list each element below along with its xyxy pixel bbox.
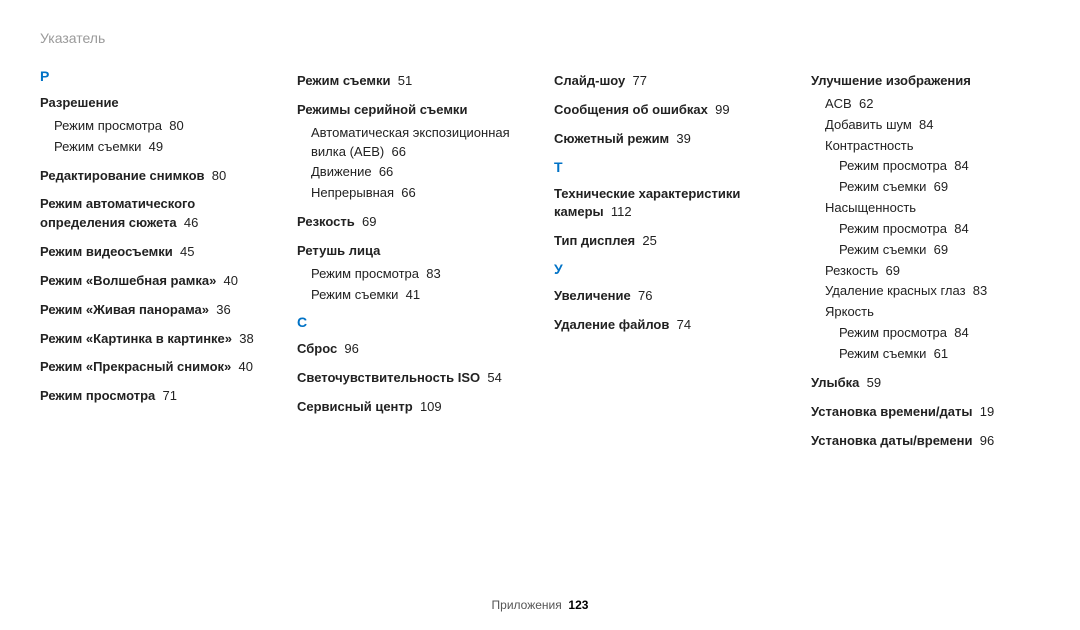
index-entry[interactable]: Режим съемки 51: [297, 72, 526, 91]
index-entry[interactable]: Сообщения об ошибках 99: [554, 101, 783, 120]
footer-label: Приложения: [492, 598, 562, 612]
index-subentry[interactable]: Контрастность: [825, 137, 1040, 156]
index-entry[interactable]: Режим просмотра 71: [40, 387, 269, 406]
index-entry[interactable]: Режим «Прекрасный снимок» 40: [40, 358, 269, 377]
index-group: Улучшение изображения ACB 62 Добавить шу…: [811, 72, 1040, 364]
index-subentry[interactable]: Режим съемки 41: [311, 286, 526, 305]
index-entry[interactable]: Редактирование снимков 80: [40, 167, 269, 186]
index-subentry[interactable]: Режим просмотра 84: [839, 324, 1040, 343]
index-entry[interactable]: Улыбка 59: [811, 374, 1040, 393]
index-entry[interactable]: Улучшение изображения: [811, 72, 1040, 91]
index-subentry[interactable]: Автоматическая экспозиционная вилка (AEB…: [311, 124, 526, 162]
index-subentry[interactable]: Режим просмотра 84: [839, 157, 1040, 176]
index-entry[interactable]: Режим «Картинка в картинке» 38: [40, 330, 269, 349]
index-subentry[interactable]: Насыщенность: [825, 199, 1040, 218]
index-entry[interactable]: Слайд-шоу 77: [554, 72, 783, 91]
index-subentry[interactable]: ACB 62: [825, 95, 1040, 114]
index-subentry[interactable]: Удаление красных глаз 83: [825, 282, 1040, 301]
page-header: Указатель: [40, 30, 1040, 46]
index-subentry[interactable]: Режим просмотра 84: [839, 220, 1040, 239]
index-entry[interactable]: Разрешение: [40, 94, 269, 113]
col-1: Р Разрешение Режим просмотра 80 Режим съ…: [40, 68, 269, 460]
index-subentry[interactable]: Режим съемки 69: [839, 241, 1040, 260]
index-subentry[interactable]: Режим просмотра 83: [311, 265, 526, 284]
section-letter: У: [554, 261, 783, 277]
index-entry[interactable]: Увеличение 76: [554, 287, 783, 306]
index-subentry[interactable]: Резкость 69: [825, 262, 1040, 281]
index-subentry[interactable]: Яркость: [825, 303, 1040, 322]
index-entry[interactable]: Установка времени/даты 19: [811, 403, 1040, 422]
index-entry[interactable]: Удаление файлов 74: [554, 316, 783, 335]
section-letter: Р: [40, 68, 269, 84]
index-subentry[interactable]: Режим съемки 49: [54, 138, 269, 157]
index-subentry[interactable]: Режим просмотра 80: [54, 117, 269, 136]
index-page: Указатель Р Разрешение Режим просмотра 8…: [0, 0, 1080, 630]
index-group: Режимы серийной съемки Автоматическая эк…: [297, 101, 526, 203]
index-entry[interactable]: Режим «Волшебная рамка» 40: [40, 272, 269, 291]
index-entry[interactable]: Ретушь лица: [297, 242, 526, 261]
index-group: Разрешение Режим просмотра 80 Режим съем…: [40, 94, 269, 157]
index-entry[interactable]: Установка даты/времени 96: [811, 432, 1040, 451]
index-entry[interactable]: Режим «Живая панорама» 36: [40, 301, 269, 320]
index-entry[interactable]: Режим видеосъемки 45: [40, 243, 269, 262]
index-entry[interactable]: Резкость 69: [297, 213, 526, 232]
index-entry[interactable]: Технические характеристикикамеры 112: [554, 185, 783, 223]
index-subentry[interactable]: Режим съемки 61: [839, 345, 1040, 364]
index-entry[interactable]: Сервисный центр 109: [297, 398, 526, 417]
index-subentry[interactable]: Режим съемки 69: [839, 178, 1040, 197]
index-subentry[interactable]: Движение 66: [311, 163, 526, 182]
index-entry[interactable]: Режим автоматическогоопределения сюжета …: [40, 195, 269, 233]
footer-page-number: 123: [568, 598, 588, 612]
index-subentry[interactable]: Непрерывная 66: [311, 184, 526, 203]
page-footer: Приложения 123: [0, 598, 1080, 612]
index-entry[interactable]: Тип дисплея 25: [554, 232, 783, 251]
index-entry[interactable]: Сюжетный режим 39: [554, 130, 783, 149]
index-entry[interactable]: Сброс 96: [297, 340, 526, 359]
col-2: Режим съемки 51 Режимы серийной съемки А…: [297, 68, 526, 460]
index-columns: Р Разрешение Режим просмотра 80 Режим съ…: [40, 68, 1040, 460]
index-subentry[interactable]: Добавить шум 84: [825, 116, 1040, 135]
index-entry[interactable]: Режимы серийной съемки: [297, 101, 526, 120]
index-entry[interactable]: Светочувствительность ISO 54: [297, 369, 526, 388]
col-4: Улучшение изображения ACB 62 Добавить шу…: [811, 68, 1040, 460]
section-letter: С: [297, 314, 526, 330]
section-letter: Т: [554, 159, 783, 175]
col-3: Слайд-шоу 77 Сообщения об ошибках 99 Сюж…: [554, 68, 783, 460]
index-group: Ретушь лица Режим просмотра 83 Режим съе…: [297, 242, 526, 305]
